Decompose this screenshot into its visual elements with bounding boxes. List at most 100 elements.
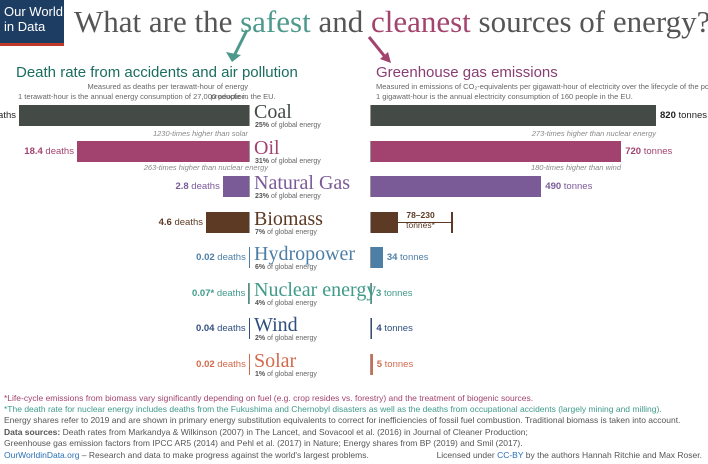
license-pre: Licensed under bbox=[436, 450, 495, 460]
divider-right-biomass bbox=[370, 211, 371, 233]
coal-right-note: 273-times higher than nuclear energy bbox=[531, 129, 656, 138]
site-tagline: – Research and data to make progress aga… bbox=[81, 450, 369, 460]
emission-bar-natural-gas bbox=[371, 176, 542, 197]
category-label-hydropower: Hydropower bbox=[254, 243, 356, 265]
divider-right-oil bbox=[370, 140, 371, 162]
death-bar-nuclear-energy bbox=[248, 282, 249, 304]
divider-left-solar bbox=[249, 353, 250, 375]
left-header-sub: Measured as deaths per terawatt-hour of … bbox=[60, 82, 248, 102]
left-header-sub2: 1 terawatt-hour is the annual energy con… bbox=[18, 92, 276, 101]
emission-value-natural-gas: 490 tonnes bbox=[545, 181, 593, 192]
divider-right-hydropower bbox=[370, 247, 371, 268]
title-safest: safest bbox=[240, 4, 311, 39]
death-value-oil: 18.4 deaths bbox=[24, 145, 74, 157]
coal-left-note: 1230-times higher than solar bbox=[152, 129, 248, 138]
footer-site-line: OurWorldinData.org – Research and data t… bbox=[4, 450, 369, 460]
footnote-shares: Energy shares refer to 2019 and are show… bbox=[4, 415, 681, 425]
category-label-oil: Oil bbox=[254, 136, 280, 159]
share-label-natural-gas: 23% of global energy bbox=[255, 193, 321, 200]
license-post: by the authors Hannah Ritchie and Max Ro… bbox=[525, 450, 702, 460]
sources-text: Death rates from Markandya & Wilkinson (… bbox=[62, 427, 528, 437]
divider-left-oil bbox=[249, 140, 250, 162]
emission-bar-hydropower bbox=[371, 247, 383, 268]
share-label-nuclear-energy: 4% of global energy bbox=[255, 299, 317, 307]
oil-right-note: 180-times higher than wind bbox=[530, 163, 621, 172]
divider-left-biomass bbox=[249, 211, 250, 233]
divider-left-nuclear-energy bbox=[249, 282, 250, 304]
death-value-coal: 24.6 deaths bbox=[0, 110, 16, 121]
emission-bar-coal bbox=[371, 105, 656, 126]
death-value-natural-gas: 2.8 deaths bbox=[175, 181, 220, 192]
left-header-title: Death rate from accidents and air pollut… bbox=[16, 64, 298, 81]
emission-bar-solar bbox=[371, 353, 373, 375]
footnote-sources: Data sources: Death rates from Markandya… bbox=[4, 427, 528, 437]
category-label-biomass: Biomass bbox=[254, 207, 323, 230]
divider-left-coal bbox=[249, 105, 250, 126]
right-header-sub1: Measured in emissions of CO₂-equivalents… bbox=[376, 82, 708, 91]
logo-line2: in Data bbox=[4, 19, 46, 34]
title-cleanest: cleanest bbox=[370, 4, 471, 39]
license-link[interactable]: CC-BY bbox=[497, 450, 524, 460]
category-label-coal: Coal bbox=[254, 101, 292, 123]
emission-value-biomass: 78–230 tonnes* bbox=[406, 209, 435, 230]
left-sub1: Measured as deaths per terawatt-hour of … bbox=[87, 82, 248, 101]
sources-label: Data sources: bbox=[4, 427, 61, 437]
divider-right-coal bbox=[370, 105, 371, 126]
category-label-solar: Solar bbox=[254, 349, 297, 372]
site-link[interactable]: OurWorldinData.org bbox=[4, 450, 80, 460]
divider-left-natural-gas bbox=[249, 176, 250, 197]
emission-value-nuclear-energy: 3 tonnes bbox=[376, 287, 413, 299]
footnote-nuclear: *The death rate for nuclear energy inclu… bbox=[4, 404, 662, 414]
death-value-wind: 0.04 deaths bbox=[195, 323, 246, 334]
logo-line1: Our World bbox=[4, 4, 63, 19]
owid-logo[interactable]: Our World in Data bbox=[0, 0, 64, 46]
emission-bar-biomass bbox=[371, 211, 399, 233]
emission-value-solar: 5 tonnes bbox=[376, 358, 414, 370]
death-value-biomass: 4.6 deaths bbox=[158, 216, 203, 228]
title-post: sources of energy? bbox=[470, 4, 708, 39]
emission-bar-wind bbox=[371, 318, 373, 339]
emission-value-oil: 720 tonnes bbox=[625, 145, 673, 157]
arrowhead-left-icon bbox=[226, 52, 241, 62]
emission-range-biomass bbox=[398, 222, 451, 223]
footnote-sources2: Greenhouse gas emission factors from IPC… bbox=[4, 438, 523, 448]
emission-bar-oil bbox=[371, 140, 622, 162]
share-label-oil: 31% of global energy bbox=[255, 157, 321, 165]
death-bar-coal bbox=[19, 105, 249, 126]
emission-range-cap-biomass bbox=[450, 211, 453, 233]
emission-bar-nuclear-energy bbox=[371, 282, 373, 304]
oil-left-note: 263-times higher than nuclear energy bbox=[143, 163, 268, 172]
title-mid: and bbox=[310, 4, 371, 39]
emission-value-coal: 820 tonnes bbox=[660, 110, 708, 121]
arrow-left-icon bbox=[232, 29, 249, 57]
divider-right-solar bbox=[370, 353, 371, 375]
death-value-nuclear-energy: 0.07* deaths bbox=[192, 287, 246, 299]
arrowhead-right-icon bbox=[380, 52, 391, 63]
emission-value-wind: 4 tonnes bbox=[376, 323, 413, 334]
emission-value-hydropower: 34 tonnes bbox=[386, 252, 429, 263]
share-label-biomass: 7% of global energy bbox=[255, 228, 317, 236]
divider-right-wind bbox=[370, 318, 371, 339]
divider-right-nuclear-energy bbox=[370, 282, 371, 304]
death-value-solar: 0.02 deaths bbox=[196, 358, 246, 370]
category-label-wind: Wind bbox=[254, 314, 298, 336]
divider-left-hydropower bbox=[249, 247, 250, 268]
death-bar-biomass bbox=[205, 211, 249, 233]
license-line: Licensed under CC-BY by the authors Hann… bbox=[437, 450, 702, 460]
right-header-title: Greenhouse gas emissions bbox=[376, 64, 558, 81]
divider-left-wind bbox=[249, 318, 250, 339]
share-label-wind: 2% of global energy bbox=[255, 335, 317, 342]
right-header-sub2: 1 gigawatt-hour is the annual electricit… bbox=[376, 92, 633, 101]
title-pre: What are the bbox=[74, 4, 241, 39]
share-label-solar: 1% of global energy bbox=[255, 370, 317, 378]
share-label-hydropower: 6% of global energy bbox=[255, 264, 317, 271]
arrow-right-icon bbox=[367, 36, 388, 59]
death-bar-oil bbox=[76, 140, 249, 162]
category-label-natural-gas: Natural Gas bbox=[254, 172, 351, 194]
death-bar-natural-gas bbox=[222, 176, 249, 197]
divider-right-natural-gas bbox=[370, 176, 371, 197]
footnote-biomass: *Life-cycle emissions from biomass vary … bbox=[4, 393, 534, 403]
category-label-nuclear-energy: Nuclear energy bbox=[254, 278, 377, 301]
death-value-hydropower: 0.02 deaths bbox=[196, 252, 246, 263]
